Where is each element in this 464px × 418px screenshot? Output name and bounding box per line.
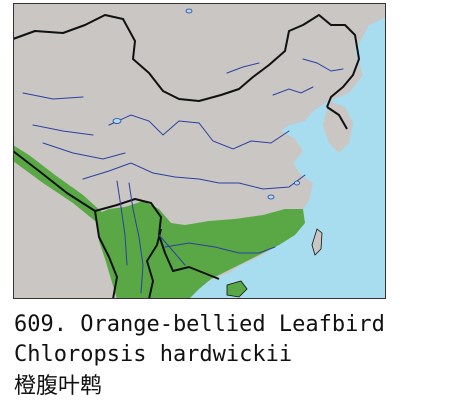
lake-baikal-edge (185, 8, 193, 14)
river-yellow (108, 114, 290, 150)
river-pearl (164, 242, 276, 254)
lake-poyang (267, 194, 275, 200)
korean-peninsula (323, 101, 353, 153)
hainan-island (226, 280, 248, 298)
species-number-and-name: 609. Orange-bellied Leafbird (14, 312, 385, 337)
river-salween (116, 180, 128, 266)
map-border (13, 3, 386, 299)
taiwan-island (311, 228, 323, 256)
river-amur (302, 58, 344, 72)
lake-qinghai (112, 118, 122, 124)
border-north (13, 14, 360, 108)
river-mongolia (226, 62, 260, 74)
border-vietnam-laos (146, 228, 162, 299)
species-scientific-name: Chloropsis hardwickii (14, 342, 293, 367)
river-mekong (128, 182, 144, 294)
species-chinese-name: 橙腹叶鹎 (14, 374, 103, 399)
range-main (95, 201, 305, 299)
borders (13, 14, 360, 299)
river-yangtze (82, 162, 306, 190)
border-south (13, 150, 220, 280)
border-myanmar (94, 210, 118, 299)
river-tibet (42, 142, 126, 160)
rivers (22, 58, 344, 294)
river-northeast (272, 86, 314, 96)
river-tarim (22, 92, 84, 100)
river-red (158, 234, 186, 266)
border-korea (326, 106, 348, 130)
lake-taihu (294, 180, 300, 186)
distribution-map (13, 3, 386, 299)
river-tibet-south (32, 124, 94, 136)
